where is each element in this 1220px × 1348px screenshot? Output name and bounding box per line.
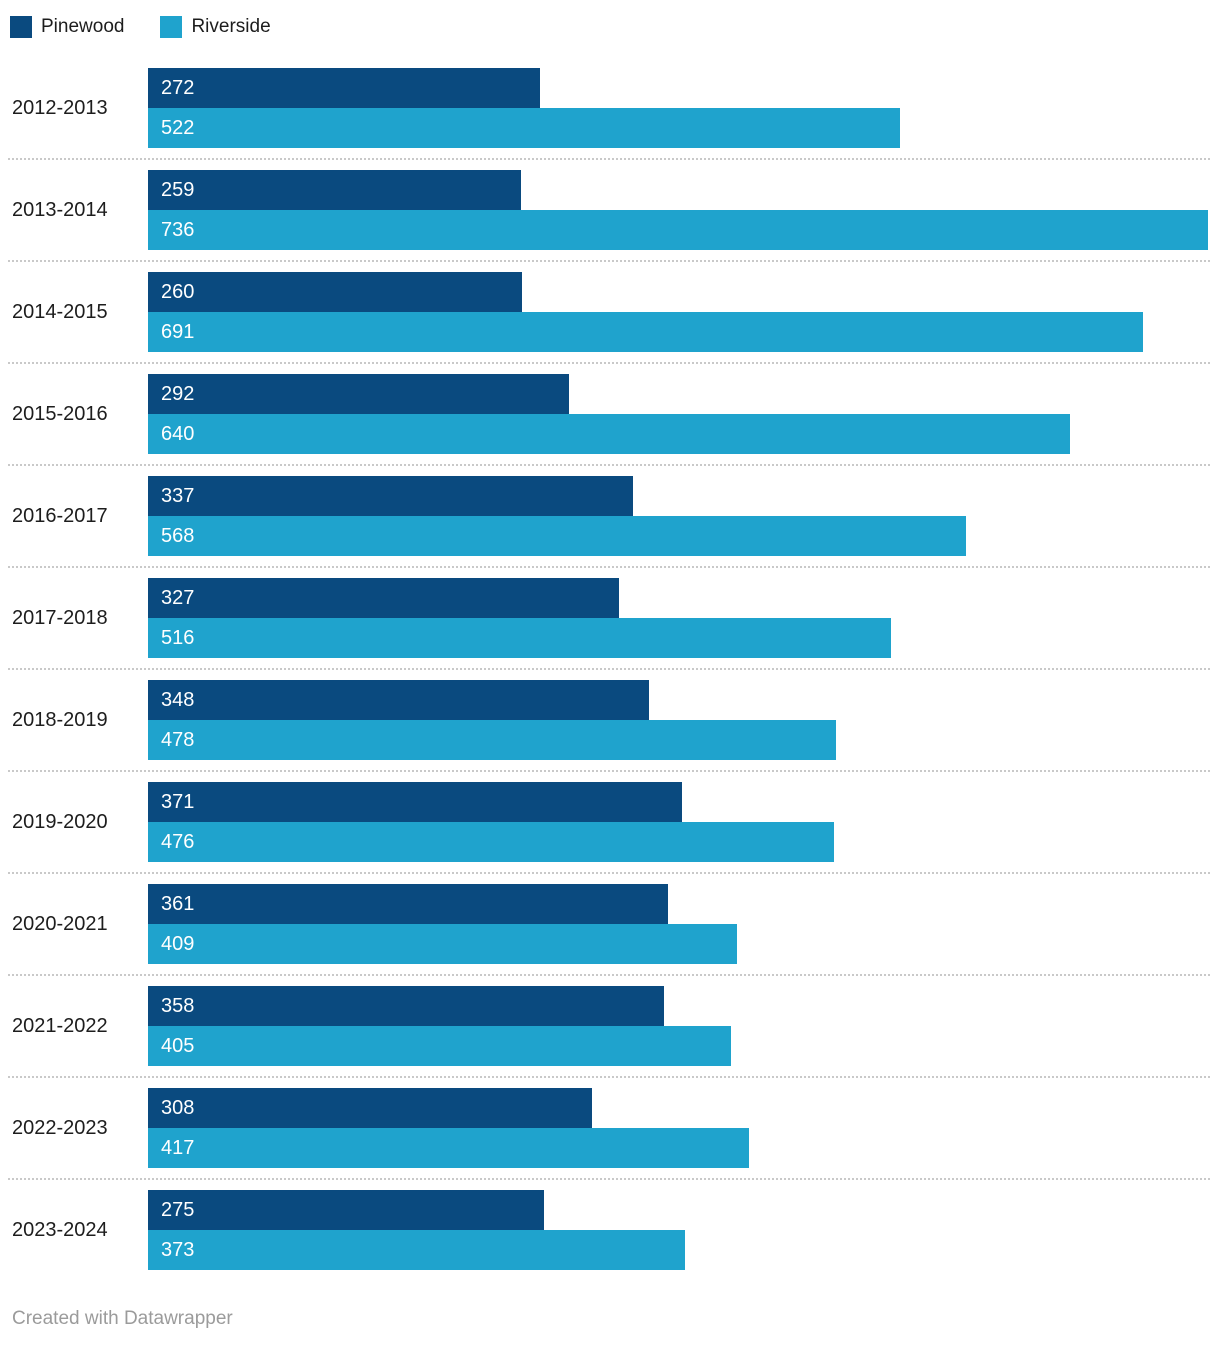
pinewood-bar: 259: [148, 170, 522, 210]
legend-item-pinewood: Pinewood: [10, 16, 124, 38]
riverside-bar: 736: [148, 210, 1208, 250]
value-label: 417: [161, 1136, 195, 1159]
chart-plot-area: 2012-2013 272 522 2013-2014 259 736 2014-2015 2…: [0, 68, 1220, 1292]
value-label: 272: [161, 76, 195, 99]
chart-row: 2022-2023 308 417: [0, 1088, 1220, 1190]
value-label: 275: [161, 1198, 195, 1221]
pinewood-bar: 371: [148, 782, 683, 822]
bar-group: 292 640: [148, 374, 1208, 454]
value-label: 373: [161, 1238, 195, 1261]
value-label: 568: [161, 524, 195, 547]
category-label: 2013-2014: [12, 198, 108, 221]
value-label: 405: [161, 1034, 195, 1057]
value-label: 292: [161, 382, 195, 405]
chart-row: 2016-2017 337 568: [0, 476, 1220, 578]
chart-row: 2013-2014 259 736: [0, 170, 1220, 272]
legend-label-pinewood: Pinewood: [41, 16, 125, 37]
value-label: 361: [161, 892, 195, 915]
value-label: 640: [161, 422, 195, 445]
riverside-bar: 476: [148, 822, 834, 862]
value-label: 476: [161, 830, 195, 853]
value-label: 522: [161, 116, 195, 139]
value-label: 736: [161, 218, 195, 241]
chart-row: 2012-2013 272 522: [0, 68, 1220, 170]
value-label: 259: [161, 178, 195, 201]
riverside-bar: 516: [148, 618, 892, 658]
legend-swatch-riverside: [160, 16, 183, 38]
chart-row: 2018-2019 348 478: [0, 680, 1220, 782]
chart-row: 2014-2015 260 691: [0, 272, 1220, 374]
category-label: 2015-2016: [12, 402, 108, 425]
bar-group: 327 516: [148, 578, 1208, 658]
bar-group: 272 522: [148, 68, 1208, 148]
category-label: 2018-2019: [12, 708, 108, 731]
bar-group: 308 417: [148, 1088, 1208, 1168]
pinewood-bar: 358: [148, 986, 664, 1026]
category-label: 2017-2018: [12, 606, 108, 629]
legend-label-riverside: Riverside: [191, 16, 271, 37]
riverside-bar: 640: [148, 414, 1070, 454]
value-label: 371: [161, 790, 195, 813]
value-label: 516: [161, 626, 195, 649]
category-label: 2023-2024: [12, 1218, 108, 1241]
riverside-bar: 568: [148, 516, 967, 556]
value-label: 327: [161, 586, 195, 609]
value-label: 308: [161, 1096, 195, 1119]
value-label: 348: [161, 688, 195, 711]
bar-group: 275 373: [148, 1190, 1208, 1270]
chart-row: 2021-2022 358 405: [0, 986, 1220, 1088]
pinewood-bar: 292: [148, 374, 569, 414]
category-label: 2016-2017: [12, 504, 108, 527]
category-label: 2020-2021: [12, 912, 108, 935]
bar-group: 358 405: [148, 986, 1208, 1066]
pinewood-bar: 272: [148, 68, 540, 108]
chart-row: 2015-2016 292 640: [0, 374, 1220, 476]
bar-group: 260 691: [148, 272, 1208, 352]
bar-group: 371 476: [148, 782, 1208, 862]
bar-group: 348 478: [148, 680, 1208, 760]
category-label: 2014-2015: [12, 300, 108, 323]
legend-swatch-pinewood: [10, 16, 32, 38]
bar-group: 361 409: [148, 884, 1208, 964]
bar-group: 337 568: [148, 476, 1208, 556]
chart-row: 2017-2018 327 516: [0, 578, 1220, 680]
riverside-bar: 478: [148, 720, 837, 760]
chart-row: 2023-2024 275 373: [0, 1190, 1220, 1292]
chart-row: 2019-2020 371 476: [0, 782, 1220, 884]
riverside-bar: 417: [148, 1128, 749, 1168]
pinewood-bar: 260: [148, 272, 523, 312]
riverside-bar: 405: [148, 1026, 732, 1066]
datawrapper-attribution-link[interactable]: Created with Datawrapper: [12, 1308, 233, 1329]
pinewood-bar: 337: [148, 476, 634, 516]
value-label: 260: [161, 280, 195, 303]
category-label: 2012-2013: [12, 96, 108, 119]
category-label: 2022-2023: [12, 1116, 108, 1139]
value-label: 337: [161, 484, 195, 507]
pinewood-bar: 275: [148, 1190, 545, 1230]
value-label: 409: [161, 932, 195, 955]
riverside-bar: 373: [148, 1230, 686, 1270]
category-label: 2021-2022: [12, 1014, 108, 1037]
riverside-bar: 691: [148, 312, 1144, 352]
value-label: 478: [161, 728, 195, 751]
bar-group: 259 736: [148, 170, 1208, 250]
value-label: 691: [161, 320, 195, 343]
legend-item-riverside: Riverside: [160, 16, 271, 38]
riverside-bar: 409: [148, 924, 738, 964]
chart-footer: Created with Datawrapper: [12, 1308, 233, 1330]
chart-row: 2020-2021 361 409: [0, 884, 1220, 986]
pinewood-bar: 327: [148, 578, 619, 618]
category-label: 2019-2020: [12, 810, 108, 833]
value-label: 358: [161, 994, 195, 1017]
pinewood-bar: 348: [148, 680, 650, 720]
pinewood-bar: 308: [148, 1088, 592, 1128]
pinewood-bar: 361: [148, 884, 668, 924]
riverside-bar: 522: [148, 108, 900, 148]
chart-legend: Pinewood Riverside: [0, 0, 1220, 40]
